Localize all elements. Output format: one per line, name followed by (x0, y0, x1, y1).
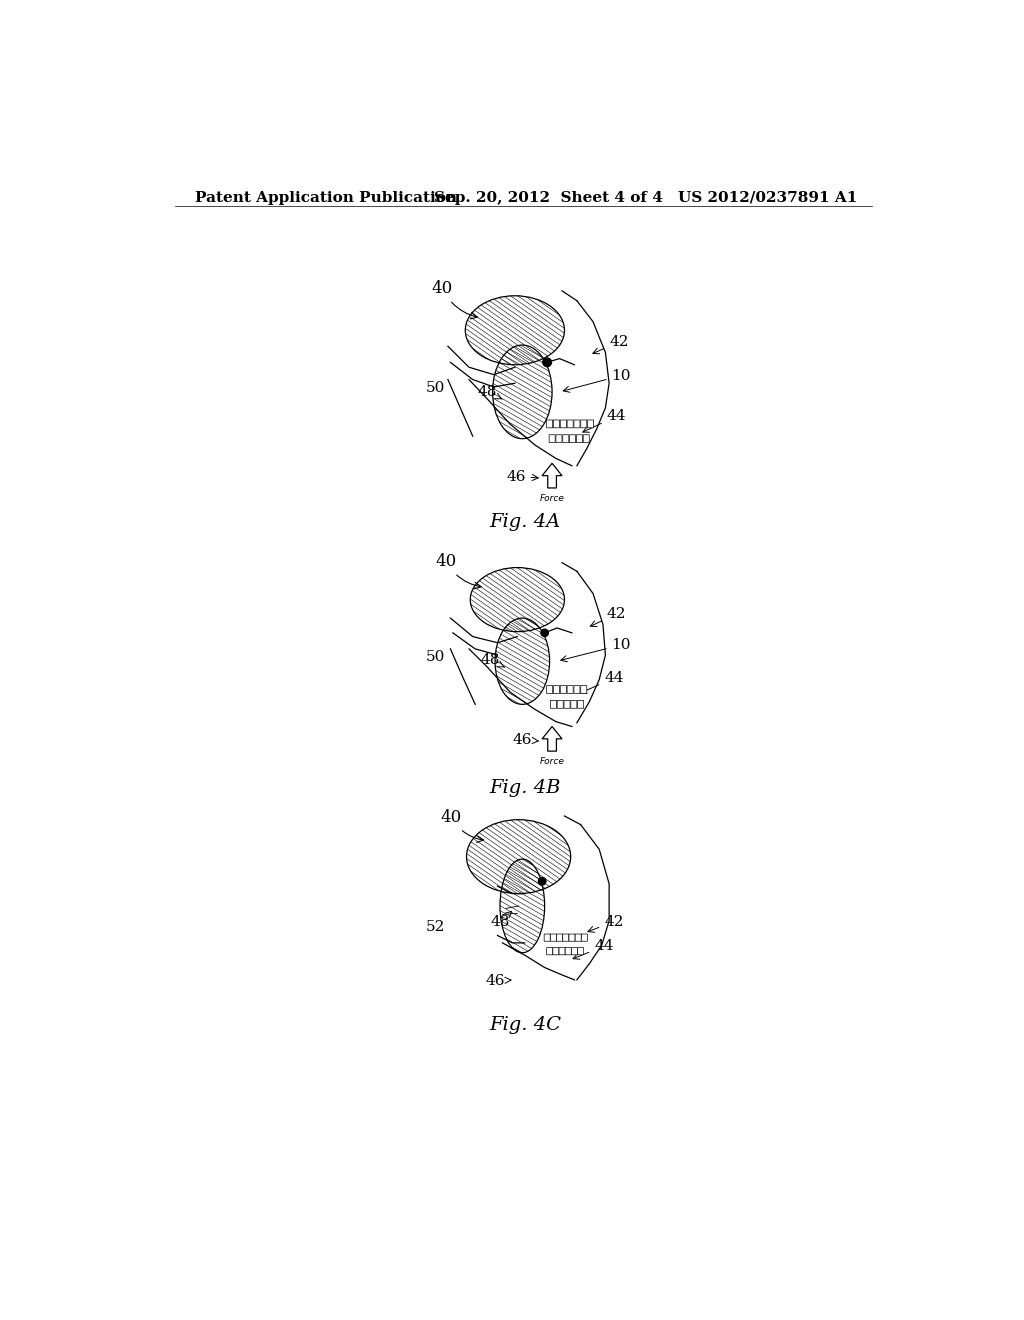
FancyBboxPatch shape (549, 434, 555, 442)
FancyBboxPatch shape (556, 434, 562, 442)
FancyBboxPatch shape (567, 685, 573, 693)
FancyBboxPatch shape (553, 685, 559, 693)
FancyBboxPatch shape (565, 948, 571, 954)
Text: 48: 48 (480, 652, 505, 668)
FancyBboxPatch shape (571, 948, 578, 954)
FancyBboxPatch shape (569, 935, 575, 941)
FancyBboxPatch shape (581, 685, 587, 693)
Text: Fig. 4B: Fig. 4B (489, 779, 560, 797)
FancyArrow shape (542, 726, 562, 751)
Text: 40: 40 (435, 553, 481, 589)
Text: Sep. 20, 2012  Sheet 4 of 4: Sep. 20, 2012 Sheet 4 of 4 (434, 191, 663, 205)
Text: Fig. 4C: Fig. 4C (488, 1016, 561, 1035)
FancyBboxPatch shape (553, 420, 559, 428)
Text: 10: 10 (561, 638, 631, 661)
Text: 52: 52 (426, 920, 445, 933)
FancyBboxPatch shape (575, 935, 582, 941)
FancyBboxPatch shape (557, 935, 562, 941)
FancyBboxPatch shape (557, 701, 563, 709)
Text: 46: 46 (506, 470, 539, 483)
Text: US 2012/0237891 A1: US 2012/0237891 A1 (678, 191, 858, 205)
Ellipse shape (543, 358, 552, 367)
Text: 42: 42 (588, 915, 624, 932)
Text: 48: 48 (477, 384, 503, 399)
Text: 50: 50 (426, 651, 445, 664)
FancyBboxPatch shape (564, 701, 570, 709)
Text: 50: 50 (426, 381, 445, 395)
FancyBboxPatch shape (550, 701, 556, 709)
Text: 46: 46 (485, 974, 511, 987)
Text: 42: 42 (593, 335, 629, 354)
Text: 10: 10 (563, 368, 631, 392)
Text: 44: 44 (583, 409, 626, 432)
Text: 42: 42 (590, 607, 626, 627)
FancyBboxPatch shape (553, 948, 559, 954)
FancyBboxPatch shape (544, 935, 550, 941)
FancyBboxPatch shape (578, 701, 584, 709)
FancyBboxPatch shape (578, 948, 584, 954)
Text: Fig. 4A: Fig. 4A (489, 513, 560, 532)
FancyBboxPatch shape (570, 701, 577, 709)
FancyBboxPatch shape (547, 420, 553, 428)
FancyBboxPatch shape (560, 685, 566, 693)
FancyBboxPatch shape (559, 948, 565, 954)
FancyBboxPatch shape (577, 434, 583, 442)
FancyArrow shape (542, 463, 562, 488)
Text: Force: Force (540, 494, 564, 503)
FancyBboxPatch shape (569, 434, 575, 442)
FancyBboxPatch shape (573, 420, 580, 428)
Text: 40: 40 (432, 280, 477, 319)
FancyBboxPatch shape (550, 935, 556, 941)
FancyBboxPatch shape (560, 420, 566, 428)
Text: 40: 40 (440, 809, 483, 842)
FancyBboxPatch shape (563, 935, 568, 941)
FancyBboxPatch shape (588, 420, 594, 428)
Ellipse shape (541, 630, 549, 636)
FancyBboxPatch shape (547, 685, 553, 693)
Ellipse shape (539, 878, 546, 884)
FancyBboxPatch shape (584, 434, 589, 442)
Text: 44: 44 (573, 940, 613, 960)
Text: 46: 46 (512, 733, 539, 747)
Text: Patent Application Publication: Patent Application Publication (196, 191, 458, 205)
Text: Force: Force (540, 758, 564, 767)
FancyBboxPatch shape (582, 935, 588, 941)
FancyBboxPatch shape (581, 420, 587, 428)
Text: 44: 44 (581, 671, 624, 693)
FancyBboxPatch shape (563, 434, 568, 442)
FancyBboxPatch shape (567, 420, 573, 428)
Text: 48: 48 (490, 912, 512, 929)
FancyBboxPatch shape (573, 685, 580, 693)
FancyBboxPatch shape (547, 948, 553, 954)
